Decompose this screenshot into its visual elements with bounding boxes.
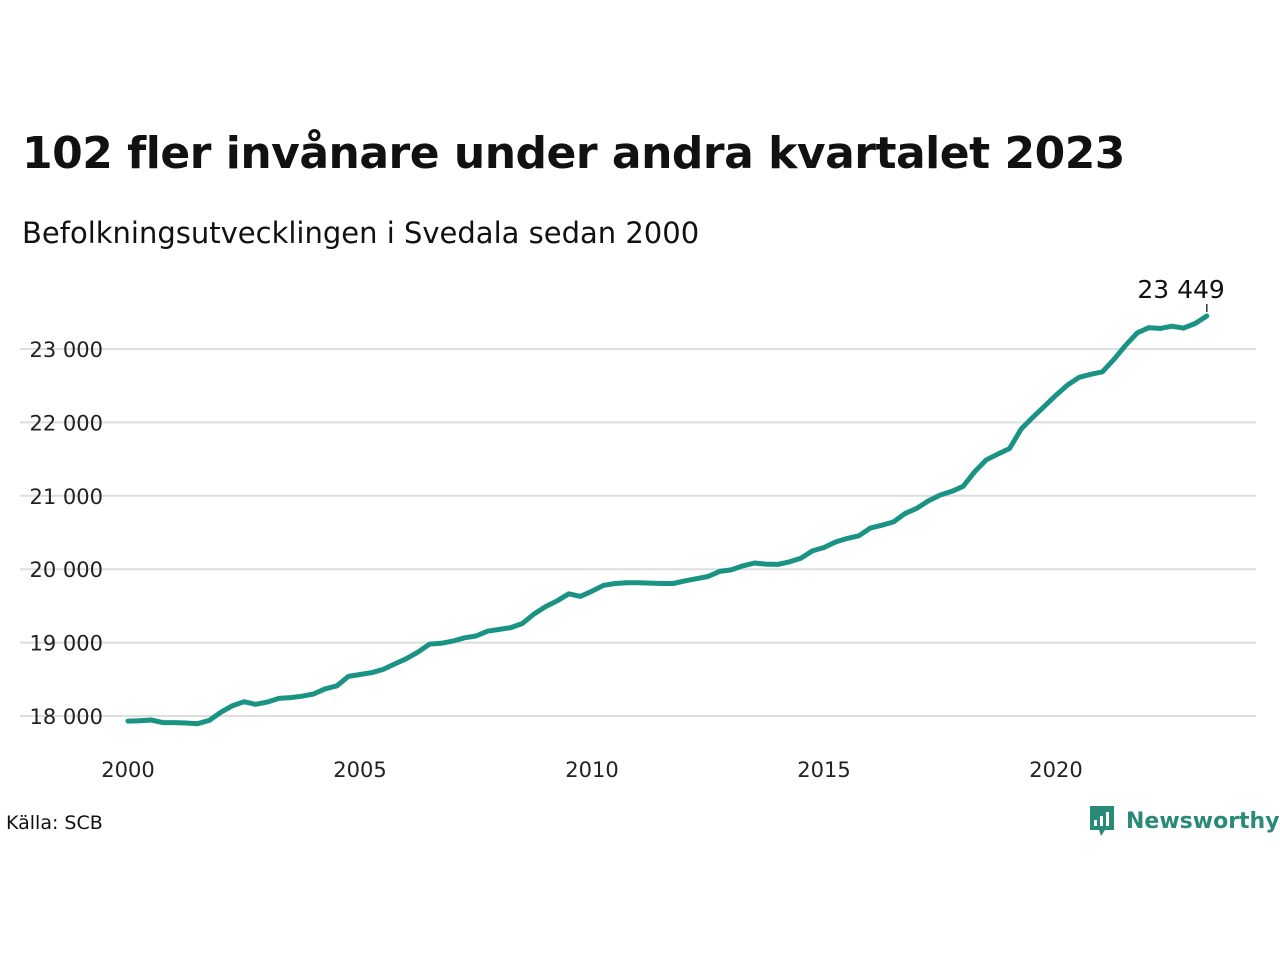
- x-tick-label: 2010: [565, 758, 618, 782]
- brand-logo[interactable]: Newsworthy: [1088, 804, 1280, 838]
- series-line: [125, 313, 1210, 727]
- newsworthy-logo-icon: [1090, 806, 1114, 836]
- x-tick-label: 2005: [333, 758, 386, 782]
- x-tick-label: 2000: [101, 758, 154, 782]
- x-axis-ticks: 2000 2005 2010 2015 2020: [101, 758, 1082, 782]
- end-value-label: 23 449: [1137, 275, 1224, 304]
- y-axis-ticks: 18 000 19 000 20 000 21 000 22 000 23 000: [30, 338, 103, 729]
- series-layer: [125, 313, 1210, 727]
- y-tick-label: 23 000: [30, 338, 103, 362]
- x-tick-label: 2015: [797, 758, 850, 782]
- source-note: Källa: SCB: [6, 812, 103, 834]
- gridlines: [20, 348, 1256, 717]
- brand-name: Newsworthy: [1126, 808, 1280, 834]
- end-label-layer: 23 449: [1137, 275, 1225, 313]
- y-tick-label: 22 000: [30, 411, 103, 435]
- y-tick-label: 19 000: [30, 632, 103, 656]
- chart-title: 102 fler invånare under andra kvartalet …: [22, 128, 1125, 179]
- y-tick-label: 18 000: [30, 705, 103, 729]
- y-tick-label: 21 000: [30, 485, 103, 509]
- y-tick-label: 20 000: [30, 558, 103, 582]
- chart-subtitle: Befolkningsutvecklingen i Svedala sedan …: [22, 216, 700, 250]
- x-tick-label: 2020: [1029, 758, 1082, 782]
